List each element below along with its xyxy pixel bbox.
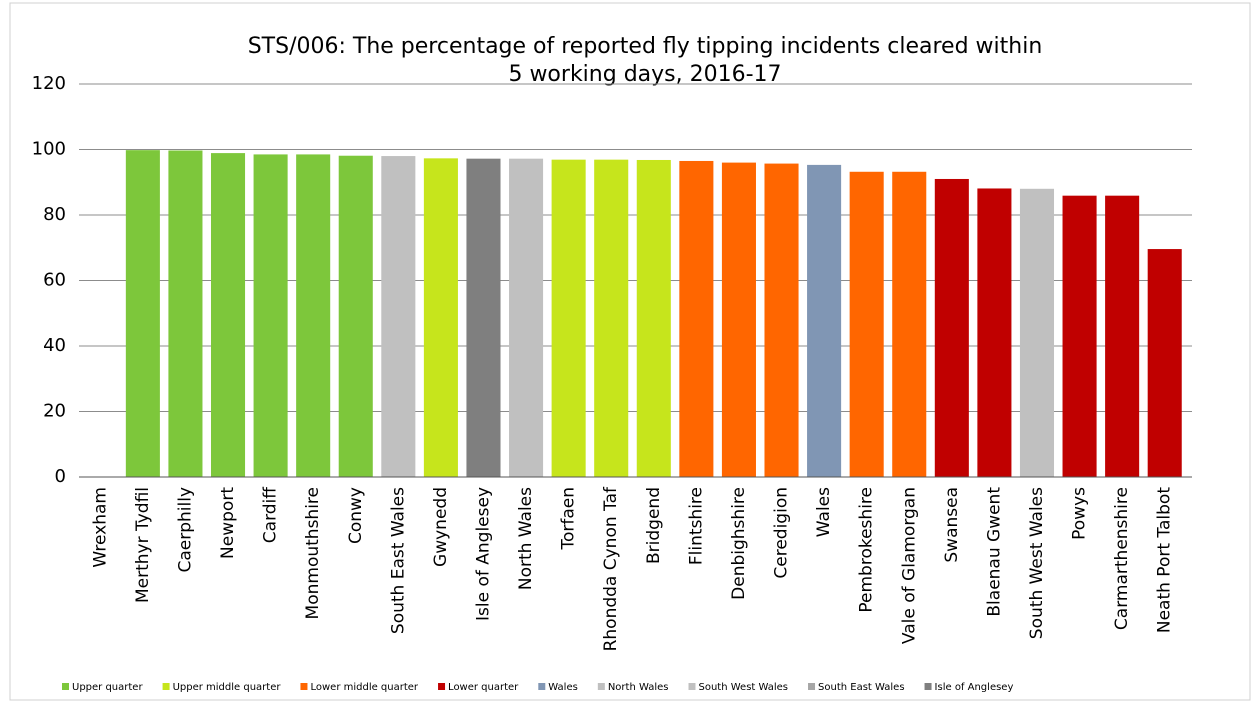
bar [338, 155, 373, 477]
bar [679, 160, 714, 477]
x-tick-label: Gwynedd [431, 487, 451, 567]
x-tick-label: Newport [218, 487, 238, 559]
x-tick-label: Denbighshire [729, 487, 749, 600]
legend-swatch [438, 683, 446, 690]
y-tick-label: 80 [43, 204, 66, 225]
x-tick-label: Ceredigion [772, 487, 792, 579]
legend-label: North Wales [608, 682, 669, 693]
chart-title: STS/006: The percentage of reported fly … [248, 34, 1043, 59]
bar [721, 162, 756, 477]
bar [423, 158, 458, 477]
x-tick-label: Flintshire [686, 487, 706, 565]
bar [594, 159, 629, 477]
legend-swatch [300, 683, 308, 690]
legend-swatch [162, 683, 170, 690]
bar [466, 158, 501, 478]
bar [551, 159, 586, 477]
bar [807, 164, 842, 477]
legend-label: Upper quarter [72, 682, 143, 693]
legend-swatch [688, 683, 696, 690]
bar [1062, 195, 1097, 478]
bar [125, 150, 160, 477]
y-tick-label: 60 [43, 270, 66, 291]
x-tick-label: South West Wales [1027, 487, 1047, 639]
x-tick-label: Wales [814, 487, 834, 537]
legend-label: South East Wales [818, 682, 905, 693]
bar [764, 163, 799, 477]
x-tick-label: Powys [1070, 487, 1090, 540]
bar [509, 158, 544, 478]
bar [934, 178, 969, 477]
bar [253, 154, 288, 477]
x-tick-label: South East Wales [388, 487, 408, 634]
y-tick-label: 0 [55, 466, 66, 487]
bar [168, 150, 203, 478]
x-tick-label: Carmarthenshire [1112, 487, 1132, 630]
bar [296, 154, 331, 477]
legend-swatch [808, 683, 816, 690]
bar [636, 159, 671, 478]
x-tick-label: Merthyr Tydfil [133, 487, 153, 603]
y-tick-label: 20 [43, 401, 66, 422]
bar [210, 153, 246, 478]
x-tick-label: Caerphilly [175, 487, 195, 573]
chart-title: 5 working days, 2016-17 [508, 62, 781, 87]
legend-swatch [924, 683, 932, 690]
x-tick-label: Pembrokeshire [857, 487, 877, 613]
legend-label: Upper middle quarter [173, 682, 282, 693]
y-tick-label: 120 [32, 73, 66, 94]
legend-label: Wales [548, 682, 578, 693]
legend-swatch [538, 683, 546, 690]
x-tick-label: Bridgend [644, 487, 664, 564]
y-tick-label: 100 [32, 139, 66, 160]
legend-label: Lower middle quarter [310, 682, 418, 693]
legend-swatch [597, 683, 605, 690]
x-tick-label: Vale of Glamorgan [899, 487, 919, 644]
bar [381, 156, 416, 478]
y-tick-label: 40 [43, 335, 66, 356]
x-tick-label: Wrexham [90, 487, 110, 568]
bar [977, 188, 1012, 477]
x-tick-label: Rhondda Cynon Taf [601, 486, 621, 651]
x-tick-label: Blaenau Gwent [984, 487, 1004, 617]
legend-label: Lower quarter [448, 682, 519, 693]
legend-label: South West Wales [699, 682, 789, 693]
bar [892, 171, 927, 477]
bar [1019, 188, 1055, 478]
x-tick-label: Neath Port Talbot [1155, 487, 1175, 633]
x-tick-label: Torfaen [559, 487, 579, 551]
x-tick-label: Swansea [942, 487, 962, 563]
x-tick-label: Isle of Anglesey [473, 487, 493, 621]
x-tick-label: Monmouthshire [303, 487, 323, 619]
x-tick-label: Cardiff [261, 486, 281, 543]
legend-swatch [62, 683, 69, 690]
legend-label: Isle of Anglesey [935, 682, 1014, 693]
bar [1147, 249, 1182, 477]
bar [849, 171, 884, 477]
x-tick-label: Conwy [346, 487, 366, 544]
x-tick-label: North Wales [516, 487, 536, 590]
bar [1105, 195, 1140, 478]
